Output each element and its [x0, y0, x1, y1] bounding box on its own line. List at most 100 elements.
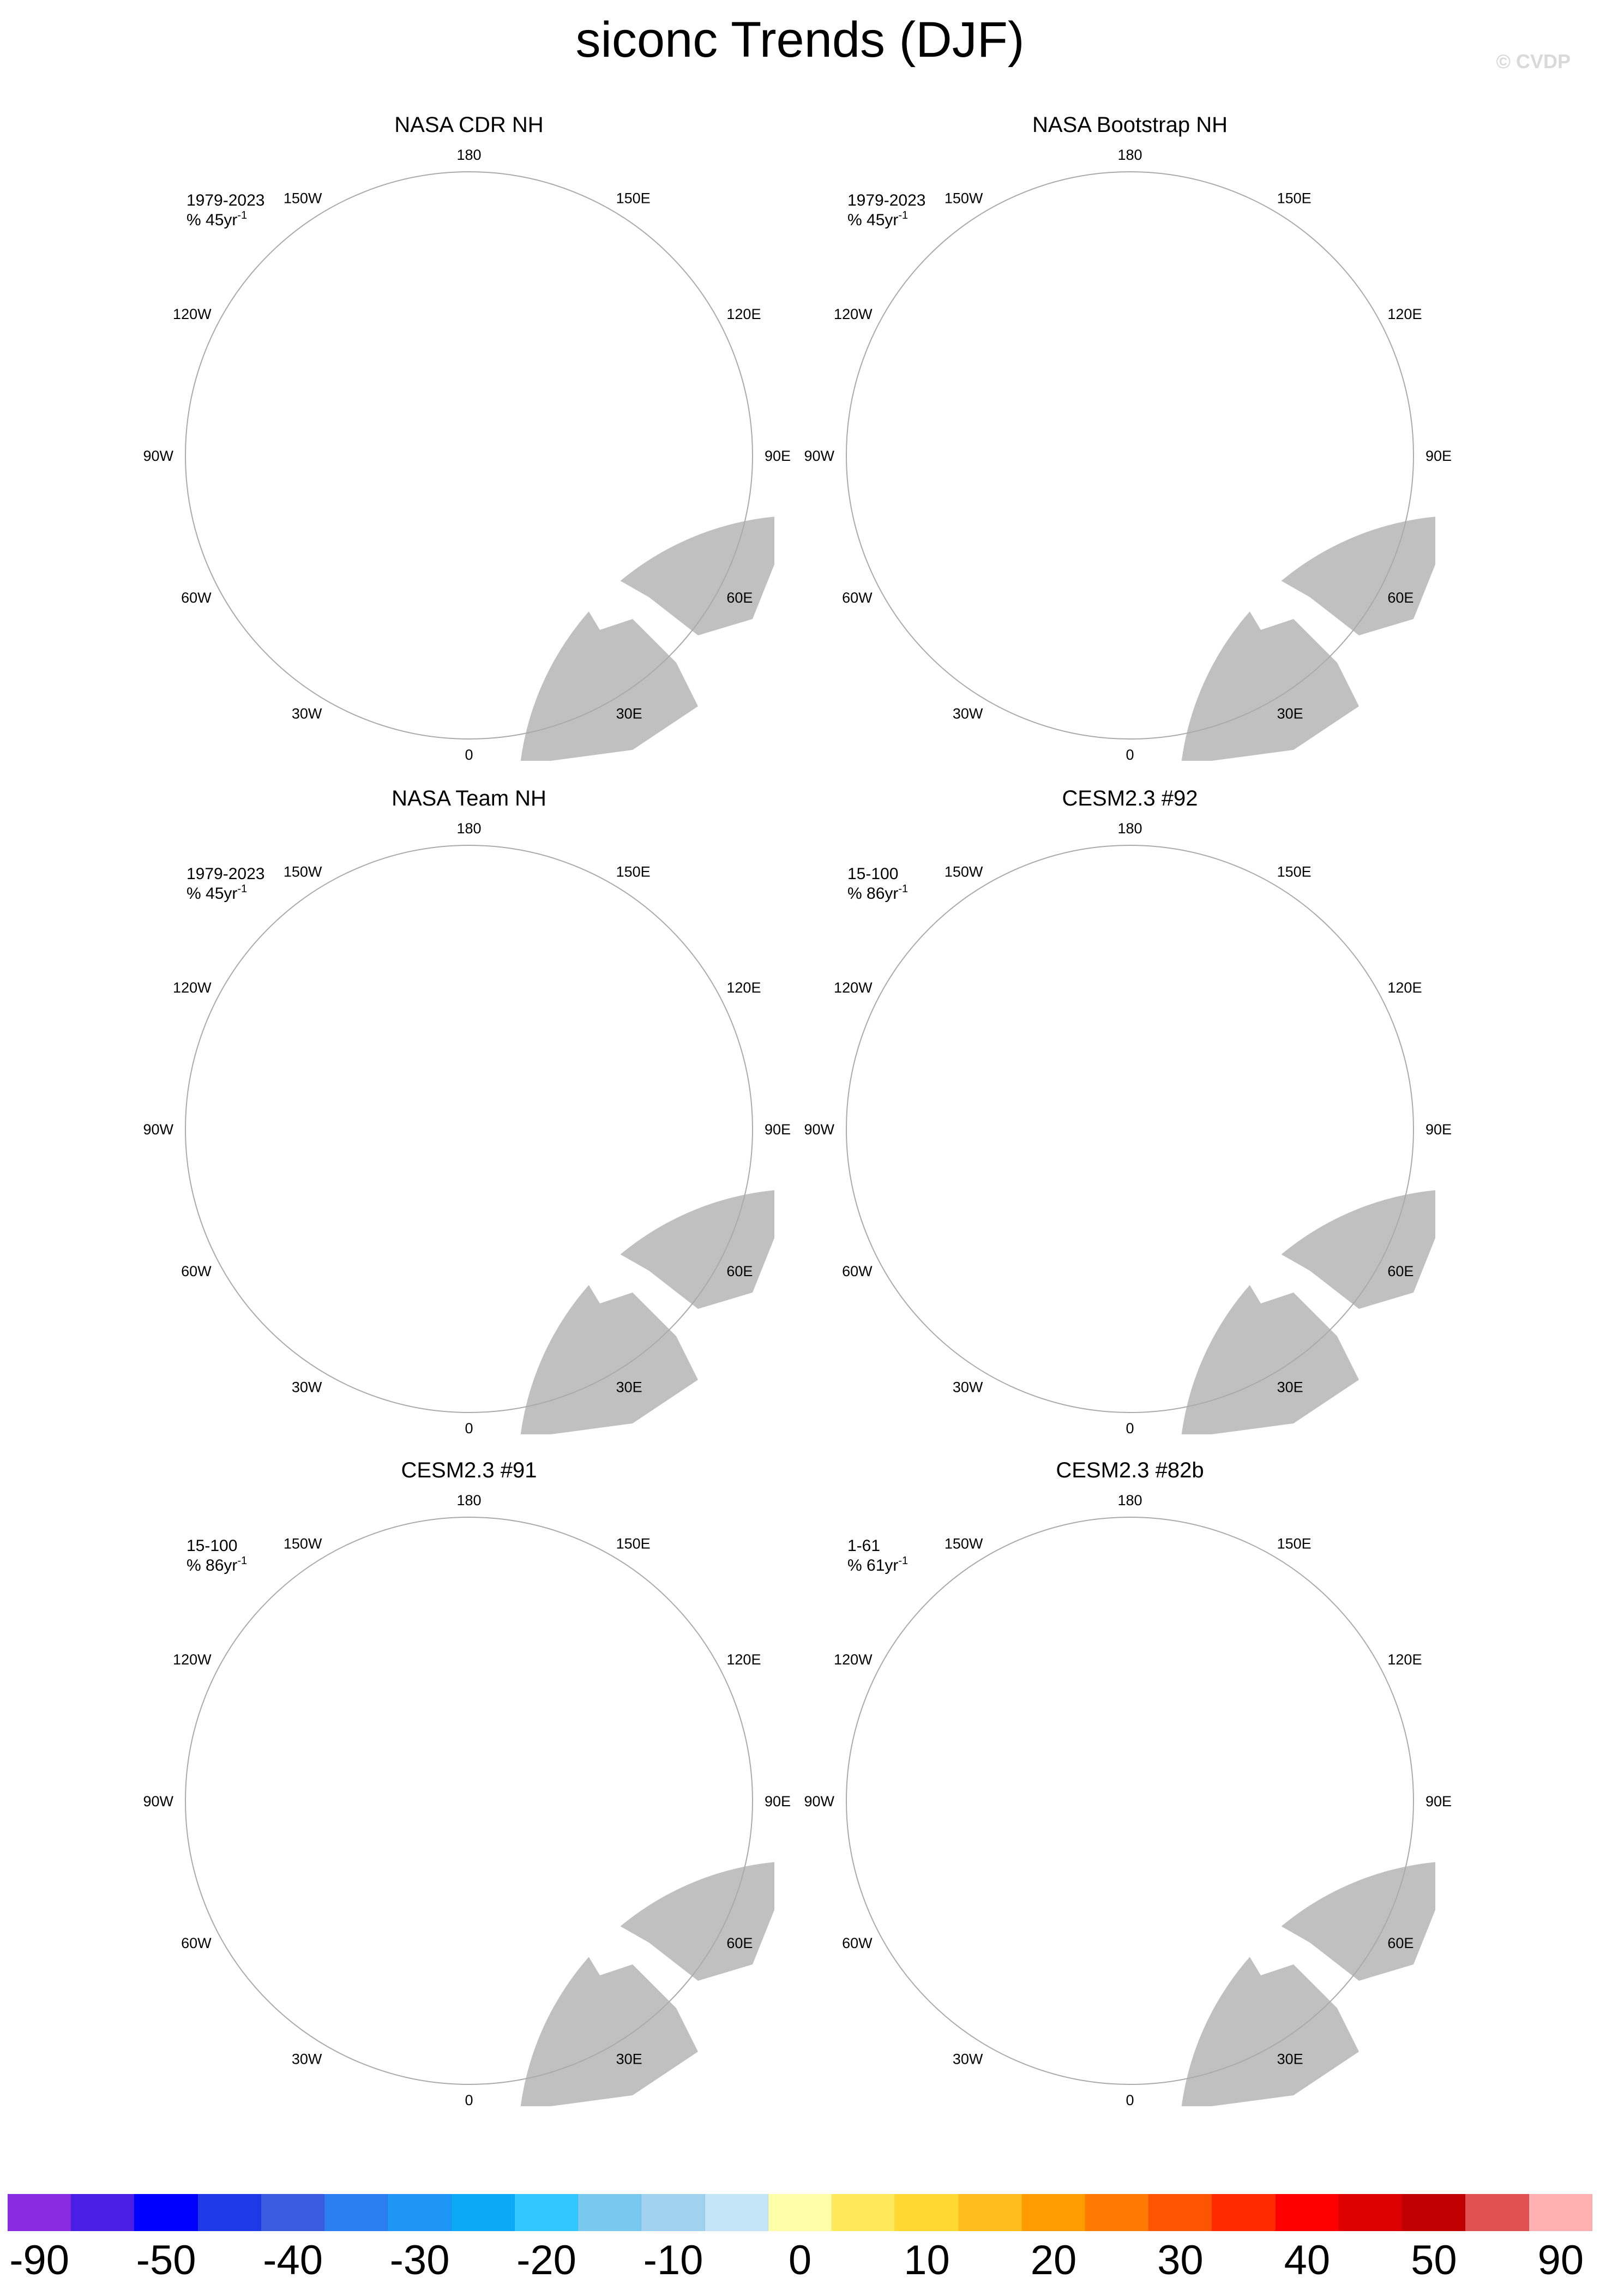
lon-label-top-right: 150E: [616, 190, 651, 207]
panel-units: % 45yr-1: [187, 883, 247, 903]
map-panel-p4: CESM2.3 #92 180 0 150W 150E 120W 120E 90W 90E 60W…: [797, 785, 1463, 1467]
lon-label-top-right: 150E: [1277, 190, 1312, 207]
landmass: [518, 1276, 698, 1434]
lon-label-left-mid: 90W: [804, 448, 834, 464]
panel-units-exponent: -1: [898, 883, 908, 895]
landmass: [1179, 603, 1359, 761]
landmass: [1179, 1948, 1359, 2106]
panel-title: NASA CDR NH: [394, 113, 544, 137]
lon-label-top-right: 150E: [616, 864, 651, 880]
colorbar-swatch: [641, 2194, 705, 2231]
colorbar-swatch: [1085, 2194, 1149, 2231]
colorbar-swatch: [895, 2194, 959, 2231]
colorbar-swatch: [514, 2194, 579, 2231]
colorbar-swatch: [1212, 2194, 1276, 2231]
lon-label-right-lower: 60E: [726, 590, 753, 606]
panel-units: % 86yr-1: [847, 883, 908, 903]
colorbar-swatch: [1338, 2194, 1403, 2231]
panel-units-exponent: -1: [237, 209, 247, 221]
lon-label-right-mid: 90E: [765, 1121, 791, 1138]
colorbar-label: -30: [389, 2237, 450, 2283]
colorbar-swatch: [578, 2194, 642, 2231]
lon-label-bottom-right: 30E: [616, 705, 642, 722]
lon-label-bottom: 0: [465, 2092, 473, 2108]
panel-title: CESM2.3 #91: [401, 1458, 537, 1482]
panel-title: NASA Team NH: [392, 786, 546, 810]
panel-units: % 45yr-1: [847, 209, 908, 229]
lon-label-left-mid: 90W: [804, 1793, 834, 1810]
ocean: [846, 845, 1413, 1413]
panel-units-exponent: -1: [898, 209, 908, 221]
colorbar-swatch: [1275, 2194, 1339, 2231]
lon-label-left-lower: 60W: [181, 1263, 212, 1279]
polar-map: 180 0 150W 150E 120W 120E 90W 90E 60W 60E 30W 30E 19…: [143, 147, 791, 763]
lon-label-left-lower: 60W: [842, 590, 873, 606]
lon-label-left-upper: 120W: [834, 306, 873, 322]
panel-title: CESM2.3 #82b: [1056, 1458, 1204, 1482]
colorbar-swatch: [1148, 2194, 1212, 2231]
lon-label-bottom: 0: [1126, 2092, 1134, 2108]
lon-label-top: 180: [456, 147, 481, 163]
panel-units-exponent: -1: [237, 1555, 247, 1567]
panel-units: % 61yr-1: [847, 1555, 908, 1574]
ocean: [846, 1517, 1413, 2084]
lon-label-right-upper: 120E: [726, 1651, 761, 1668]
lon-label-top-right: 150E: [616, 1536, 651, 1552]
panel-units-base: % 45yr: [187, 211, 237, 229]
lon-label-bottom-left: 30W: [292, 705, 322, 722]
cvdp-watermark: © CVDP: [1496, 50, 1571, 73]
panel-period: 1979-2023: [187, 865, 264, 883]
lon-label-top: 180: [456, 1492, 481, 1508]
colorbar-labels: -90 -50 -40 -30 -20 -10 0 10 20 30 40 50 90: [0, 2236, 1600, 2291]
colorbar: [8, 2194, 1592, 2231]
lon-label-left-upper: 120W: [173, 1651, 212, 1668]
lon-label-bottom-left: 30W: [953, 2051, 983, 2067]
lon-label-right-upper: 120E: [1387, 306, 1422, 322]
lon-label-right-lower: 60E: [1387, 1935, 1413, 1951]
lon-label-bottom-right: 30E: [616, 1379, 642, 1395]
ocean: [185, 845, 753, 1413]
panel-units-exponent: -1: [898, 1555, 908, 1567]
panel-units-exponent: -1: [237, 883, 247, 895]
map-panel-p6: CESM2.3 #82b 180 0 150W 150E 120W 120E 90W 90E 60…: [797, 1457, 1463, 2139]
landmass: [518, 1948, 698, 2106]
map-boundary: [846, 171, 1414, 740]
polar-map: 180 0 150W 150E 120W 120E 90W 90E 60W 60E 30W 30E 15…: [143, 1492, 791, 2108]
lon-label-right-upper: 120E: [1387, 1651, 1422, 1668]
polar-map: 180 0 150W 150E 120W 120E 90W 90E 60W 60E 30W 30E 1-…: [804, 1492, 1452, 2108]
colorbar-label: 20: [1030, 2237, 1077, 2283]
colorbar-label: 30: [1157, 2237, 1204, 2283]
lon-label-bottom-left: 30W: [953, 1379, 983, 1395]
landmass: [1179, 1276, 1359, 1434]
colorbar-label: 0: [788, 2237, 812, 2283]
colorbar-label: 40: [1284, 2237, 1331, 2283]
colorbar-swatch: [832, 2194, 895, 2231]
lon-label-top-left: 150W: [284, 864, 322, 880]
lon-label-left-mid: 90W: [143, 1793, 173, 1810]
lon-label-right-mid: 90E: [1425, 1793, 1452, 1810]
panel-units-base: % 61yr: [847, 1556, 898, 1574]
lon-label-left-mid: 90W: [143, 448, 173, 464]
map-panel-p5: CESM2.3 #91 180 0 150W 150E 120W 120E 90W 90E 60W…: [136, 1457, 802, 2139]
lon-label-bottom-right: 30E: [616, 2051, 642, 2067]
panel-units-base: % 45yr: [187, 885, 237, 903]
lon-label-top: 180: [1117, 820, 1142, 837]
colorbar-swatch: [1402, 2194, 1466, 2231]
lon-label-left-upper: 120W: [834, 1651, 873, 1668]
panel-title: NASA Bootstrap NH: [1032, 113, 1228, 137]
map-boundary: [185, 845, 753, 1413]
panel-period: 1979-2023: [847, 191, 925, 209]
colorbar-label: 10: [904, 2237, 950, 2283]
colorbar-swatch: [197, 2194, 261, 2231]
colorbar-swatch: [324, 2194, 388, 2231]
lon-label-top-left: 150W: [284, 190, 322, 207]
ocean: [846, 172, 1413, 739]
polar-map: 180 0 150W 150E 120W 120E 90W 90E 60W 60E 30W 30E 19…: [143, 820, 791, 1436]
map-boundary: [846, 1517, 1414, 2085]
colorbar-swatch: [71, 2194, 135, 2231]
lon-label-bottom: 0: [1126, 1420, 1134, 1436]
panel-period: 1979-2023: [187, 191, 264, 209]
colorbar-label: -40: [263, 2237, 323, 2283]
lon-label-top-right: 150E: [1277, 1536, 1312, 1552]
panel-period: 15-100: [847, 865, 898, 883]
